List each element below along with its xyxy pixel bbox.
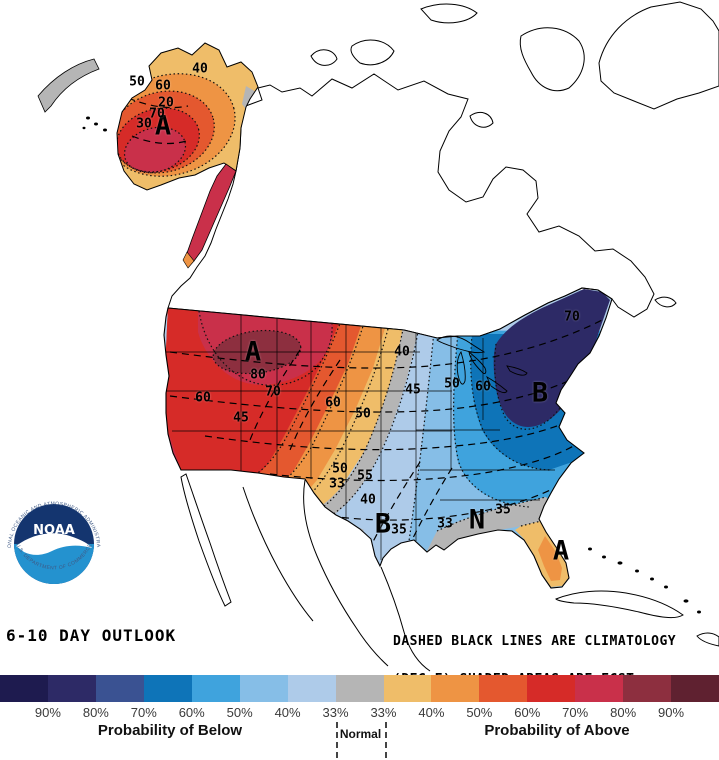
legend-tick-label: 90% bbox=[658, 705, 685, 720]
contour-value-label: 33 bbox=[437, 516, 453, 532]
legend-tick-label: 40% bbox=[418, 705, 445, 720]
russia-corner bbox=[37, 58, 100, 113]
legend-color-swatch bbox=[47, 675, 96, 702]
contour-value-label: 35 bbox=[391, 522, 407, 538]
legend-color-swatch bbox=[0, 675, 48, 702]
contour-value-label: 50 bbox=[332, 461, 348, 477]
legend-color-swatch bbox=[479, 675, 528, 702]
note-line: DASHED BLACK LINES ARE CLIMATOLOGY bbox=[393, 634, 677, 649]
mexico-caribbean-outlines bbox=[180, 473, 719, 672]
legend-color-swatch bbox=[575, 675, 624, 702]
contour-value-label: 50 bbox=[444, 376, 460, 392]
us-outline bbox=[163, 287, 613, 589]
legend-tick-label: 60% bbox=[514, 705, 541, 720]
aleutian-islands bbox=[82, 116, 107, 132]
normal-label: Normal bbox=[339, 727, 382, 741]
legend-tick-label: 40% bbox=[274, 705, 301, 720]
contour-value-label: 40 bbox=[360, 492, 376, 508]
canada-outline bbox=[167, 1, 719, 339]
alaska-region bbox=[116, 42, 259, 269]
noaa-logo-text: NOAA bbox=[33, 523, 75, 538]
legend-color-swatch bbox=[95, 675, 144, 702]
contour-value-label: 35 bbox=[495, 502, 511, 518]
legend-tick-label: 70% bbox=[562, 705, 589, 720]
legend-color-swatch bbox=[527, 675, 576, 702]
contour-value-label: 60 bbox=[195, 390, 211, 406]
normal-right-dash bbox=[385, 722, 387, 758]
contour-value-label: 80 bbox=[250, 367, 266, 383]
region-letter-label: A bbox=[154, 110, 172, 142]
map-canvas bbox=[37, 1, 719, 672]
legend-color-swatch bbox=[431, 675, 480, 702]
legend-color-swatch bbox=[335, 675, 384, 702]
probability-of-above-label: Probability of Above bbox=[484, 722, 630, 739]
contour-value-label: 20 bbox=[158, 95, 174, 111]
title-line: 6-10 DAY OUTLOOK bbox=[6, 626, 177, 645]
contour-value-label: 45 bbox=[405, 382, 421, 398]
contour-value-label: 40 bbox=[394, 344, 410, 360]
contour-value-label: 40 bbox=[192, 61, 208, 77]
probability-of-below-label: Probability of Below bbox=[97, 722, 243, 739]
legend-tick-label: 33% bbox=[370, 705, 397, 720]
region-letter-label: B bbox=[531, 377, 549, 409]
legend-color-swatch bbox=[239, 675, 288, 702]
region-letter-label: N bbox=[468, 504, 486, 536]
legend-colorbar bbox=[0, 675, 719, 702]
legend-tick-label: 60% bbox=[178, 705, 205, 720]
legend-tick-label: 70% bbox=[130, 705, 157, 720]
normal-left-dash bbox=[336, 722, 338, 758]
great-lakes bbox=[436, 335, 528, 394]
contour-value-label: 45 bbox=[233, 410, 249, 426]
legend-color-swatch bbox=[143, 675, 192, 702]
legend-tick-label: 50% bbox=[226, 705, 253, 720]
legend-color-swatch bbox=[623, 675, 672, 702]
contour-value-label: 70 bbox=[564, 309, 580, 325]
noaa-logo: NOAA NATIONAL OCEANIC AND ATMOSPHERIC AD… bbox=[0, 488, 106, 596]
region-letter-label: A bbox=[244, 336, 262, 368]
region-letter-label: A bbox=[552, 535, 570, 567]
north-america-outlook-map: A 50 60 40 20 70 30 A 80 70 60 45 60 50 40 45 50 60 70 B 50 5… bbox=[37, 1, 719, 672]
contour-value-label: 50 bbox=[129, 74, 145, 90]
legend-color-swatch bbox=[191, 675, 240, 702]
contour-value-label: 70 bbox=[149, 106, 165, 122]
legend-tick-row: 90% 80% 70% 60% 50% 40% 33% 33% 40% 50% 60% 70% 80% 9… bbox=[0, 675, 719, 720]
legend-tick-label: 80% bbox=[82, 705, 109, 720]
legend-tick-label: 90% bbox=[34, 705, 61, 720]
contour-value-label: 30 bbox=[136, 116, 152, 132]
contour-value-label: 55 bbox=[357, 468, 373, 484]
legend-tick-label: 33% bbox=[322, 705, 349, 720]
contour-value-label: 60 bbox=[475, 379, 491, 395]
legend-tick-label: 80% bbox=[610, 705, 637, 720]
contour-value-label: 60 bbox=[325, 395, 341, 411]
legend-color-swatch bbox=[287, 675, 336, 702]
legend-color-swatch bbox=[671, 675, 719, 702]
contour-value-label: 50 bbox=[355, 406, 371, 422]
legend-tick-label: 50% bbox=[466, 705, 493, 720]
region-letter-label: B bbox=[374, 508, 392, 540]
contour-value-label: 70 bbox=[265, 384, 281, 400]
contour-value-label: 60 bbox=[155, 78, 171, 94]
probability-legend: 90% 80% 70% 60% 50% 40% 33% 33% 40% 50% 60% 70% 80% 9… bbox=[0, 675, 719, 760]
legend-color-swatch bbox=[383, 675, 432, 702]
contour-value-label: 33 bbox=[329, 476, 345, 492]
